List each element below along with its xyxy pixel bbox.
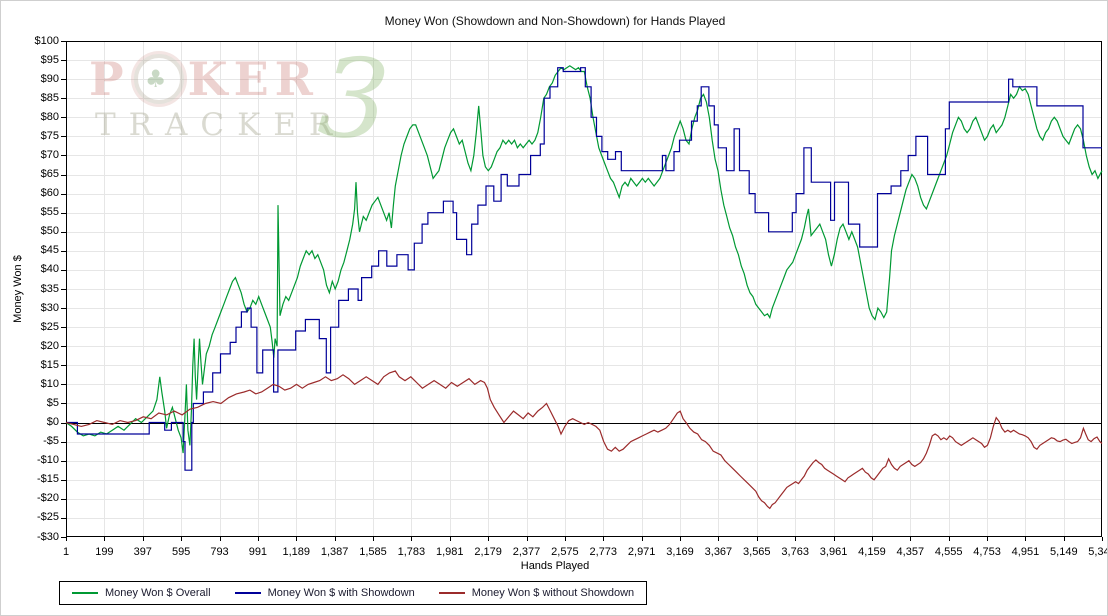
legend-line-swatch-overall (72, 592, 98, 594)
x-tick-label: 991 (248, 546, 268, 558)
x-tick-label: 4,357 (896, 546, 925, 558)
y-axis-title: Money Won $ (12, 255, 24, 323)
x-tick-label: 3,367 (704, 546, 733, 558)
y-tick-label: -$5 (43, 435, 59, 448)
x-tick-label: 1,189 (282, 546, 311, 558)
watermark-3-badge: 3 (314, 32, 394, 166)
x-tick-label: 2,773 (589, 546, 618, 558)
x-tick-label: 1,585 (359, 546, 387, 558)
y-tick-label: $20 (40, 339, 59, 352)
x-tick-label: 4,753 (973, 546, 1001, 558)
pokertracker-watermark: P ♣ KER TRACKER 3 (89, 33, 419, 166)
legend-line-swatch-with-showdown (234, 592, 261, 594)
chart-title: Money Won (Showdown and Non-Showdown) fo… (384, 14, 726, 28)
y-tick-label: $15 (40, 358, 59, 371)
x-tick-label: 3,961 (819, 546, 848, 558)
y-tick-label: $75 (40, 129, 59, 142)
x-tick-label: 2,179 (474, 546, 502, 558)
y-tick-label: $5 (46, 396, 59, 409)
x-tick-label: 3,763 (781, 546, 809, 558)
legend-label-without-showdown: Money Won $ without Showdown (471, 587, 635, 599)
y-tick-label: $80 (40, 110, 59, 123)
x-tick-label: 4,159 (858, 546, 886, 558)
legend-line-swatch-without-showdown (438, 592, 465, 594)
x-axis-title: Hands Played (520, 560, 590, 572)
x-tick-label: 4,555 (934, 546, 963, 558)
x-tick-label: 2,575 (551, 546, 579, 558)
x-tick-label: 1 (62, 546, 70, 558)
x-tick-label: 3,565 (743, 546, 771, 558)
y-tick-label: $30 (40, 301, 59, 314)
legend-label-overall: Money Won $ Overall (105, 587, 211, 599)
y-tick-label: $90 (40, 72, 59, 85)
x-tick-label: 397 (133, 546, 152, 558)
y-tick-label: $35 (40, 282, 59, 295)
y-tick-label: $0 (46, 416, 59, 429)
x-tick-label: 5,346 (1088, 546, 1107, 558)
x-tick-label: 1,783 (397, 546, 426, 558)
legend-item-with-showdown: Money Won $ with Showdown (234, 587, 415, 599)
y-tick-label: -$10 (36, 454, 59, 467)
x-tick-label: 1,387 (320, 546, 349, 558)
watermark-poker-text: P ♣ KER (89, 53, 419, 105)
y-tick-label: $95 (40, 53, 59, 66)
x-tick-label: 793 (210, 546, 229, 558)
series-line-2 (65, 370, 1103, 510)
x-tick-label: 3,169 (666, 546, 694, 558)
x-tick-label: 2,377 (512, 546, 541, 558)
legend-item-without-showdown: Money Won $ without Showdown (438, 587, 635, 599)
legend: Money Won $ Overall Money Won $ with Sho… (59, 581, 648, 605)
y-tick-label: $55 (40, 206, 59, 219)
x-tick-label: 595 (171, 546, 191, 558)
y-tick-label: -$30 (36, 530, 59, 543)
x-tick-label: 1,981 (436, 546, 464, 558)
y-tick-label: $100 (34, 34, 59, 47)
y-tick-label: $50 (40, 225, 59, 238)
x-tick-label: 199 (95, 546, 114, 558)
y-tick-label: $25 (40, 320, 59, 333)
y-tick-label: $45 (40, 244, 59, 257)
y-tick-label: -$20 (36, 492, 59, 505)
y-tick-label: $60 (40, 187, 59, 200)
series-line-0 (65, 65, 1103, 454)
y-tick-label: $65 (40, 168, 59, 181)
watermark-tracker-text: TRACKER (95, 107, 346, 143)
watermark-ker: KER (187, 52, 319, 106)
poker-chip-icon: ♣ (133, 54, 184, 104)
y-tick-label: $85 (40, 91, 59, 104)
x-tick-label: 4,951 (1011, 546, 1040, 558)
y-tick-label: $10 (40, 377, 59, 390)
y-tick-label: $40 (40, 263, 59, 276)
x-tick-label: 2,971 (627, 546, 656, 558)
y-tick-label: -$25 (36, 511, 59, 524)
club-icon: ♣ (144, 65, 173, 93)
y-tick-label: -$15 (36, 473, 59, 486)
y-tick-label: $70 (40, 148, 59, 161)
series-line-1 (66, 67, 1102, 471)
legend-item-overall: Money Won $ Overall (72, 587, 211, 599)
watermark-p: P (89, 52, 130, 106)
legend-label-with-showdown: Money Won $ with Showdown (267, 587, 415, 599)
x-tick-label: 5,149 (1050, 546, 1078, 558)
